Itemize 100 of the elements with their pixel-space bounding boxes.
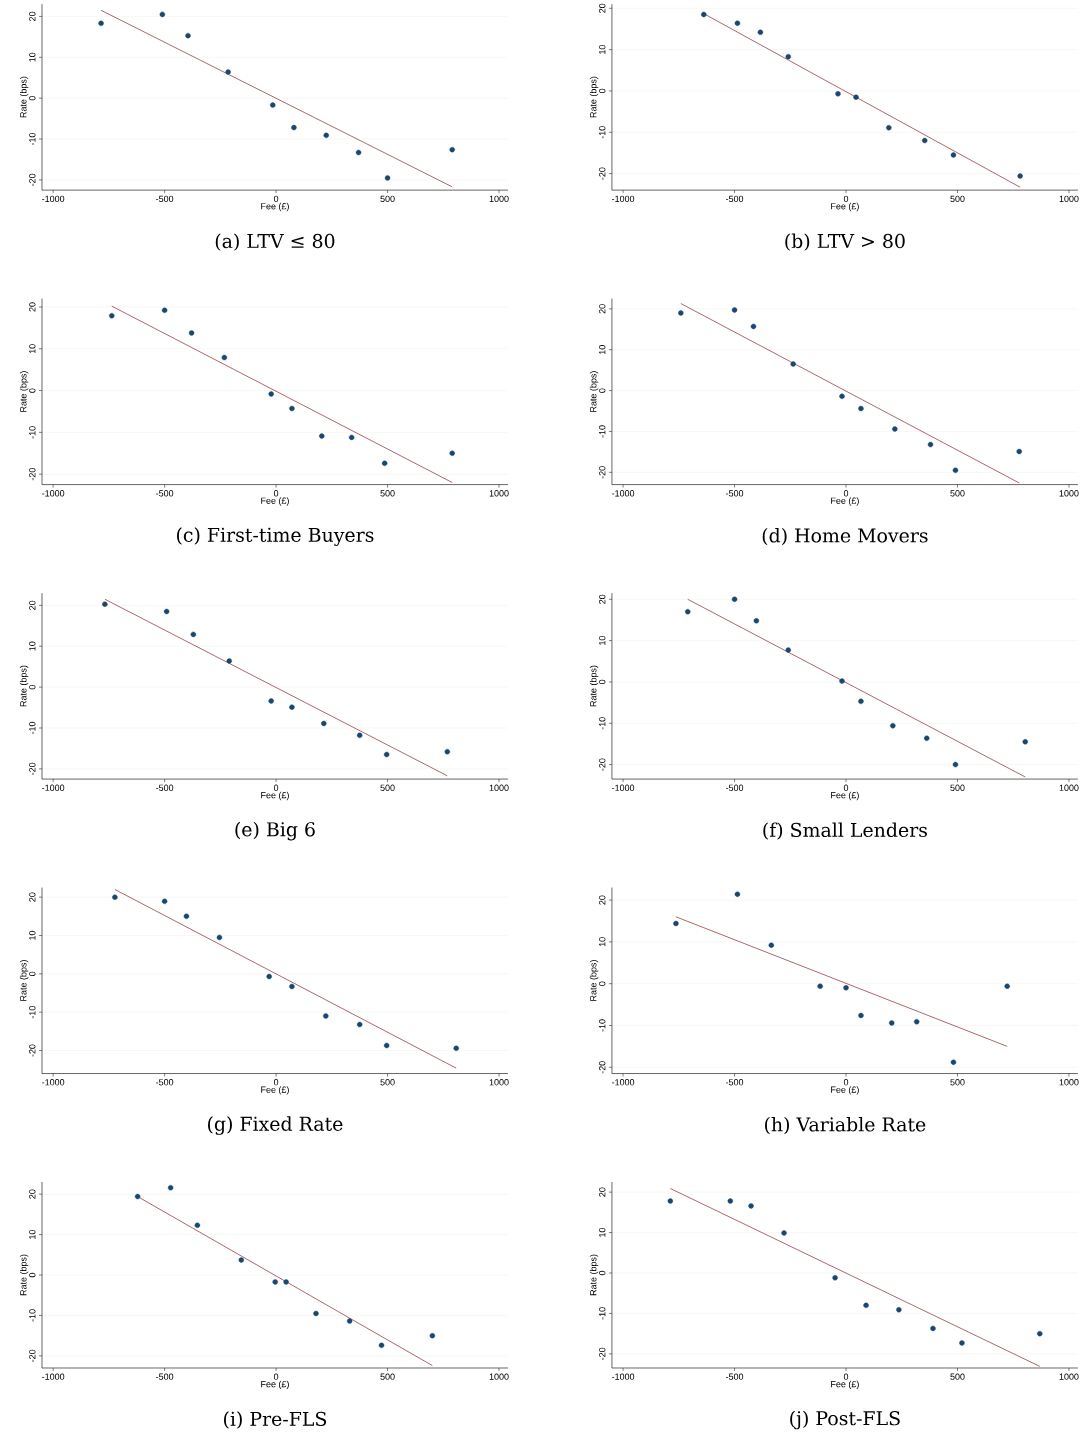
- x-axis-title: Fee (£): [831, 791, 859, 801]
- y-tick-label: -10: [29, 1006, 36, 1019]
- point: [453, 1045, 459, 1051]
- point: [1004, 983, 1010, 989]
- x-tick-label: 0: [274, 1373, 279, 1380]
- point: [321, 720, 327, 727]
- y-tick-label: 0: [29, 96, 36, 101]
- point: [449, 450, 455, 456]
- point: [357, 1021, 363, 1028]
- y-tick-label: 0: [599, 679, 606, 685]
- y-tick-label: 20: [29, 11, 36, 21]
- y-tick-label: 10: [29, 641, 36, 651]
- point: [268, 391, 274, 397]
- y-tick-label: 10: [599, 1227, 606, 1237]
- point: [291, 124, 297, 131]
- point: [161, 898, 168, 905]
- y-tick-label: -10: [29, 426, 36, 439]
- y-axis-title: Rate (bps): [19, 1254, 29, 1296]
- point: [355, 149, 362, 156]
- y-tick-label: -10: [599, 425, 606, 438]
- x-tick-label: 1000: [489, 195, 509, 203]
- x-tick-label: 0: [843, 784, 849, 791]
- x-tick-label: -1000: [612, 1373, 635, 1380]
- x-axis-title: Fee (£): [261, 202, 289, 212]
- y-axis-title: Rate (bps): [19, 960, 29, 1001]
- x-axis-title: Fee (£): [261, 791, 289, 801]
- point: [221, 354, 228, 361]
- y-tick-label: -10: [29, 721, 36, 735]
- point: [952, 467, 959, 473]
- point: [843, 985, 849, 991]
- point: [449, 146, 455, 153]
- text: (h) Variable Rate: [765, 1116, 926, 1135]
- point: [750, 323, 757, 330]
- y-axis-title: Rate (bps): [19, 76, 29, 118]
- text: (e) Big 6: [235, 821, 315, 841]
- y-tick-label: 20: [599, 594, 606, 604]
- text: (g) Fixed Rate: [208, 1116, 343, 1135]
- point: [858, 698, 864, 705]
- point: [790, 361, 796, 367]
- y-tick-label: -10: [29, 132, 36, 146]
- point: [959, 1340, 965, 1346]
- x-tick-label: 1000: [489, 1079, 509, 1086]
- y-tick-label: 10: [599, 44, 606, 54]
- point: [832, 1275, 838, 1281]
- point: [268, 698, 274, 704]
- point: [384, 751, 390, 758]
- y-tick-label: -20: [599, 167, 606, 180]
- y-tick-label: 0: [29, 1272, 36, 1278]
- point: [289, 704, 295, 710]
- point: [135, 1193, 141, 1200]
- x-tick-label: 0: [843, 1373, 849, 1380]
- y-tick-label: 0: [599, 388, 606, 393]
- point: [889, 1020, 895, 1026]
- y-axis-title: Rate (bps): [589, 665, 599, 707]
- y-tick-label: 20: [599, 895, 606, 905]
- x-tick-label: 0: [843, 1079, 849, 1086]
- point: [289, 983, 295, 990]
- x-tick-label: 1000: [489, 1373, 509, 1380]
- point: [896, 1307, 902, 1313]
- x-tick-label: -1000: [612, 195, 635, 203]
- point: [817, 983, 823, 989]
- point: [266, 973, 272, 980]
- y-tick-label: -20: [29, 1349, 36, 1362]
- point: [384, 175, 391, 181]
- y-tick-label: 20: [599, 304, 606, 314]
- point: [429, 1332, 436, 1339]
- y-tick-label: -10: [599, 717, 606, 730]
- y-tick-label: 0: [29, 684, 36, 690]
- y-tick-label: -20: [599, 1061, 606, 1074]
- y-tick-label: -10: [29, 1309, 36, 1322]
- x-tick-label: 500: [380, 490, 395, 497]
- x-tick-label: 500: [950, 1079, 965, 1086]
- x-tick-label: 1000: [489, 490, 509, 497]
- point: [102, 601, 108, 607]
- point: [384, 1042, 390, 1049]
- point: [323, 132, 330, 139]
- y-tick-label: 20: [599, 1187, 606, 1197]
- x-axis-title: Fee (£): [831, 497, 859, 506]
- point: [444, 748, 451, 755]
- x-tick-label: 1000: [1059, 195, 1079, 203]
- point: [886, 125, 892, 131]
- x-tick-label: 1000: [1059, 490, 1079, 497]
- y-tick-label: -20: [29, 468, 36, 481]
- point: [839, 393, 845, 400]
- x-tick-label: -1000: [42, 1373, 65, 1380]
- x-tick-label: -500: [726, 1079, 744, 1086]
- y-tick-label: -20: [599, 1347, 606, 1360]
- x-tick-label: 500: [950, 1373, 965, 1380]
- point: [1022, 739, 1029, 745]
- y-axis-title: Rate (bps): [589, 371, 599, 412]
- point: [349, 434, 355, 441]
- x-tick-label: -1000: [42, 1079, 65, 1086]
- x-tick-label: 0: [274, 195, 279, 203]
- x-tick-label: 500: [950, 784, 965, 791]
- point: [283, 1279, 289, 1285]
- y-tick-label: 20: [599, 3, 606, 13]
- point: [188, 330, 195, 336]
- y-tick-label: 0: [599, 88, 606, 94]
- text: (j) Post-FLS: [790, 1410, 900, 1430]
- point: [701, 11, 707, 18]
